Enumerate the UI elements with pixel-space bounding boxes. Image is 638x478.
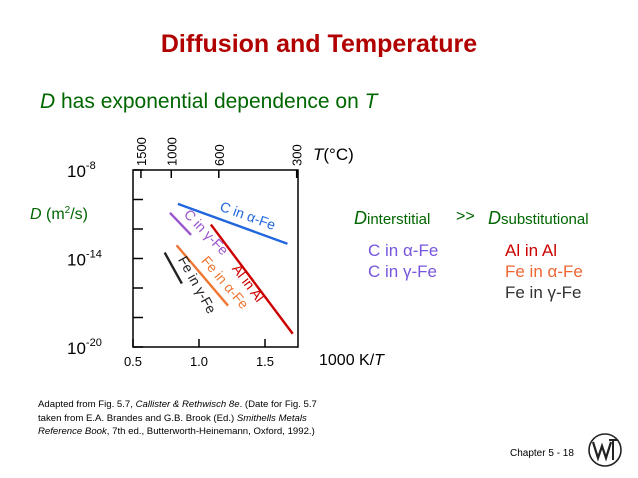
series-line xyxy=(175,244,229,307)
slide-subtitle: D has exponential dependence on T xyxy=(40,90,377,114)
series-label: C in α-Fe xyxy=(218,198,278,233)
caption-book: Callister & Rethwisch 8e xyxy=(135,399,240,410)
figure-caption: Adapted from Fig. 5.7, Callister & Rethw… xyxy=(38,398,317,439)
substitutional-list: Al in Al Fe in α-Fe Fe in γ-Fe xyxy=(505,240,583,303)
header-substitutional-var: D xyxy=(488,208,501,228)
interstitial-item: C in γ-Fe xyxy=(368,262,437,281)
header-interstitial-var: D xyxy=(354,208,367,228)
top-tick-label: 1500 xyxy=(134,137,149,166)
slide-title: Diffusion and Temperature xyxy=(160,30,478,58)
caption-line: taken from E.A. Brandes and G.B. Brook (… xyxy=(38,412,317,426)
top-axis-label: T(°C) xyxy=(313,145,354,164)
caption-text: taken from E.A. Brandes and G.B. Brook (… xyxy=(38,412,237,424)
comparison-symbol: >> xyxy=(456,208,475,225)
y-tick-label: 10-8 xyxy=(67,160,96,181)
subtitle-variable: D xyxy=(40,90,56,113)
top-tick-label: 300 xyxy=(290,144,305,166)
x-tick-label: 0.5 xyxy=(124,354,142,369)
caption-text: , 7th ed., Butterworth-Heinemann, Oxford… xyxy=(106,426,315,437)
substitutional-item: Al in Al xyxy=(505,241,557,260)
top-tick-label: 1000 xyxy=(164,137,179,166)
interstitial-item: C in α-Fe xyxy=(368,241,439,260)
x-axis-label: 1000 K/T xyxy=(319,352,385,369)
caption-text: Adapted from Fig. 5.7, xyxy=(38,399,136,410)
series-line xyxy=(177,202,288,245)
series-line xyxy=(169,211,192,236)
caption-line: Reference Book, 7th ed., Butterworth-Hei… xyxy=(38,425,317,439)
caption-line: Adapted from Fig. 5.7, Callister & Rethw… xyxy=(38,398,317,412)
caption-text: . (Date for Fig. 5.7 xyxy=(239,399,317,410)
y-axis-label: D (m2/s) xyxy=(30,205,88,223)
header-substitutional: Dsubstitutional xyxy=(488,208,589,229)
substitutional-item: Fe in γ-Fe xyxy=(505,283,582,302)
header-interstitial: Dinterstitial xyxy=(354,208,430,229)
y-tick-label: 10-20 xyxy=(67,337,102,358)
x-tick-label: 1.0 xyxy=(190,354,208,369)
x-tick-label: 1.5 xyxy=(256,354,274,369)
subtitle-text: has exponential dependence on xyxy=(55,90,365,113)
interstitial-list: C in α-Fe C in γ-Fe xyxy=(368,240,438,282)
chapter-footer: Chapter 5 - 18 xyxy=(510,448,574,459)
publisher-logo-icon xyxy=(588,433,622,467)
header-interstitial-sub: interstitial xyxy=(367,211,431,228)
series-line xyxy=(163,252,183,285)
series-line xyxy=(209,223,294,335)
caption-book: Reference Book xyxy=(38,426,107,437)
subtitle-variable-t: T xyxy=(364,90,378,113)
y-tick-label: 10-14 xyxy=(67,249,102,270)
caption-book: Smithells Metals xyxy=(236,412,307,424)
substitutional-item: Fe in α-Fe xyxy=(505,262,583,281)
top-tick-label: 600 xyxy=(212,144,227,166)
header-substitutional-sub: substitutional xyxy=(501,211,589,228)
